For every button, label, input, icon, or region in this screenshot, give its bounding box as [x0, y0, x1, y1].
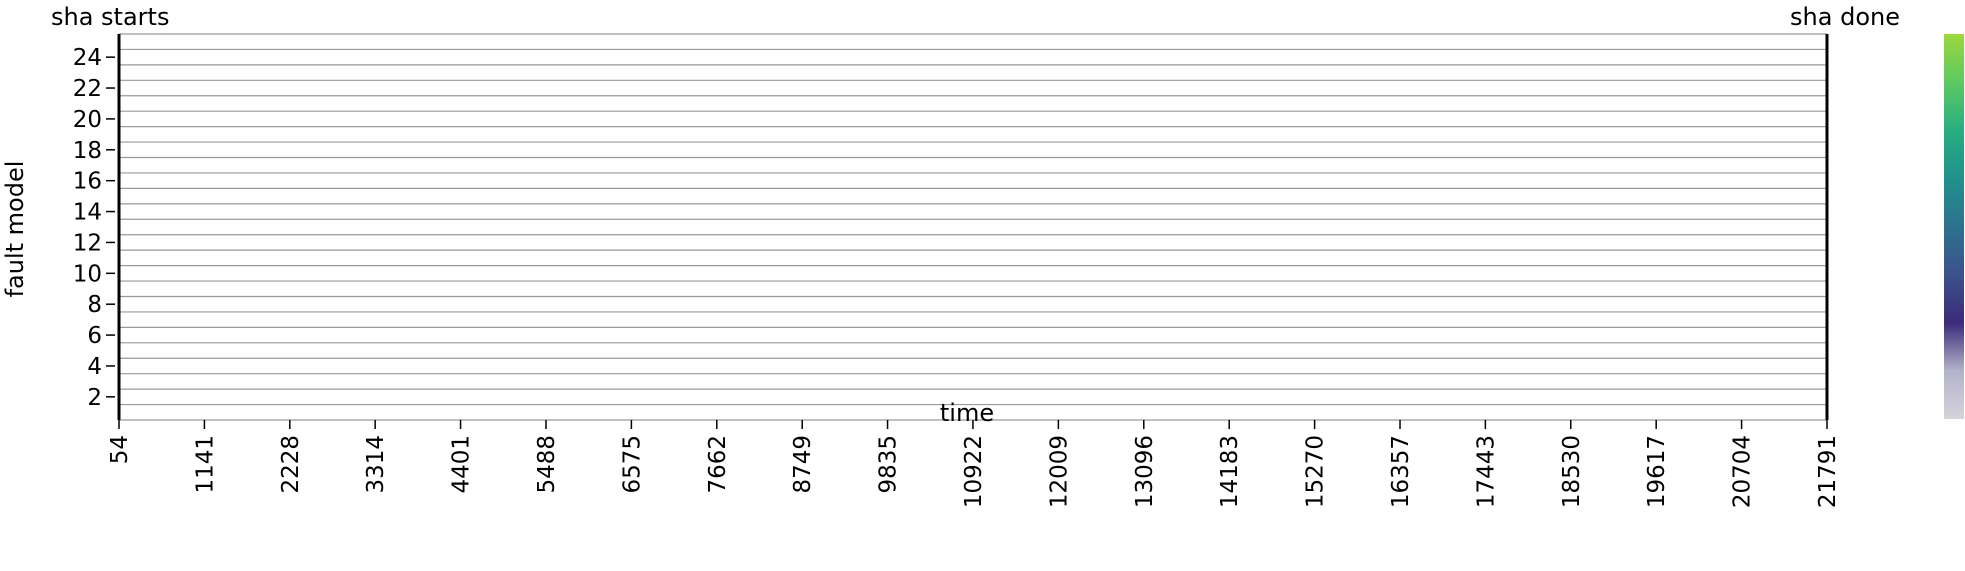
y-tick-label: 18	[73, 138, 102, 164]
y-axis-label: fault model	[1, 161, 29, 298]
x-tick-label: 16357	[1388, 435, 1414, 508]
x-tick-label: 9835	[876, 435, 902, 494]
x-tick-label: 12009	[1046, 435, 1072, 508]
x-tick-label: 17443	[1473, 435, 1499, 508]
x-tick-label: 8749	[790, 435, 816, 494]
y-tick-label: 2	[87, 385, 102, 411]
y-tick-label: 14	[73, 200, 102, 226]
x-tick-label: 54	[107, 435, 133, 464]
x-axis: 54 1141 2228 3314 4401 5488 6575 7662 8749 9835 10…	[107, 420, 1841, 508]
x-tick-label: 15270	[1303, 435, 1329, 508]
row-gridlines	[119, 33, 1827, 421]
x-tick-label: 7662	[705, 435, 731, 494]
x-tick-label: 10922	[961, 435, 987, 508]
event-label: sha starts	[51, 3, 169, 31]
colorbar	[1944, 34, 1964, 419]
x-tick-label: 2228	[278, 435, 304, 494]
y-tick-label: 4	[87, 354, 102, 380]
x-tick-label: 14183	[1217, 435, 1243, 508]
x-tick-label: 21791	[1815, 435, 1841, 508]
x-axis-label: time	[940, 399, 994, 427]
y-tick-label: 16	[73, 169, 102, 195]
x-tick-label: 3314	[363, 435, 389, 494]
x-tick-label: 1141	[192, 435, 218, 494]
y-tick-label: 24	[73, 45, 102, 71]
y-tick-label: 10	[73, 261, 102, 287]
x-tick-label: 6575	[619, 435, 645, 494]
y-tick-label: 6	[87, 323, 102, 349]
x-tick-label: 20704	[1730, 435, 1756, 508]
event-label: sha done	[1790, 3, 1900, 31]
x-tick-label: 5488	[534, 435, 560, 494]
y-tick-label: 8	[87, 292, 102, 318]
x-tick-label: 19617	[1644, 435, 1670, 508]
x-tick-label: 13096	[1132, 435, 1158, 508]
x-tick-label: 4401	[449, 435, 475, 494]
x-tick-label: 18530	[1559, 435, 1585, 508]
y-tick-label: 22	[73, 76, 102, 102]
y-tick-label: 20	[73, 107, 102, 133]
y-tick-label: 12	[73, 230, 102, 256]
annotations: sha starts sha done	[51, 3, 1900, 420]
